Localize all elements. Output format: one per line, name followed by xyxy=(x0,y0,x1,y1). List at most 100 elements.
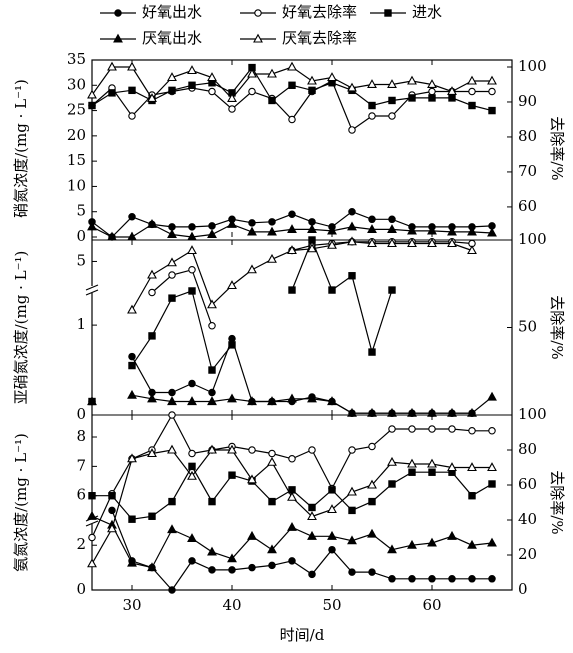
marker xyxy=(327,239,337,249)
data-point xyxy=(367,238,377,248)
data-point xyxy=(188,379,196,388)
data-point xyxy=(327,225,337,235)
data-point xyxy=(208,87,216,96)
marker xyxy=(287,245,297,255)
data-point xyxy=(247,474,257,484)
data-point xyxy=(388,96,396,105)
data-point xyxy=(468,492,476,500)
y-tick-label: 15 xyxy=(67,151,86,169)
data-point xyxy=(367,479,377,489)
y-tick-label: 20 xyxy=(67,126,86,144)
marker xyxy=(187,65,197,75)
y-tick-label: 35 xyxy=(67,50,86,68)
data-point xyxy=(408,575,416,583)
data-point xyxy=(108,492,116,500)
data-point xyxy=(368,112,376,120)
data-point xyxy=(288,286,296,294)
data-point xyxy=(127,453,137,463)
data-point xyxy=(408,468,416,476)
legend-marker xyxy=(254,9,262,17)
data-point xyxy=(108,506,116,515)
marker xyxy=(107,523,117,533)
data-point xyxy=(388,480,396,488)
marker xyxy=(488,106,496,115)
marker xyxy=(468,101,476,110)
marker xyxy=(348,126,356,134)
data-point xyxy=(467,75,477,85)
data-point xyxy=(468,87,476,96)
marker xyxy=(207,444,217,454)
legend-label: 厌氧出水 xyxy=(142,29,202,47)
y-tick-label: 0 xyxy=(76,405,86,423)
marker xyxy=(487,391,497,401)
data-point xyxy=(388,215,396,224)
data-point xyxy=(168,271,176,279)
data-point xyxy=(348,568,356,576)
data-point xyxy=(287,224,297,233)
marker xyxy=(387,407,397,417)
marker xyxy=(288,454,296,463)
data-point xyxy=(307,243,317,253)
data-point xyxy=(328,486,336,494)
data-point xyxy=(428,425,436,433)
y2-axis-label: 去除率/% xyxy=(548,116,566,180)
marker xyxy=(308,236,316,244)
data-point xyxy=(368,348,376,356)
data-point xyxy=(208,388,216,397)
marker xyxy=(113,33,123,43)
y2-tick-label: 90 xyxy=(518,92,537,110)
data-point xyxy=(147,562,157,572)
data-point xyxy=(448,575,456,583)
marker xyxy=(268,497,276,506)
data-point xyxy=(268,561,276,570)
marker xyxy=(228,105,236,113)
data-point xyxy=(147,93,157,103)
marker xyxy=(467,539,477,549)
marker xyxy=(168,86,176,95)
marker xyxy=(188,462,196,471)
data-point xyxy=(128,86,136,95)
marker xyxy=(308,446,316,454)
marker xyxy=(288,81,296,89)
data-point xyxy=(287,61,297,71)
data-point xyxy=(488,480,496,488)
y2-tick-label: 100 xyxy=(518,405,547,423)
marker xyxy=(447,86,457,96)
marker xyxy=(147,393,157,403)
data-point xyxy=(407,458,417,468)
data-point xyxy=(447,238,457,248)
marker xyxy=(468,87,476,96)
marker xyxy=(288,557,296,565)
marker xyxy=(407,407,417,417)
marker xyxy=(427,79,437,89)
marker xyxy=(468,575,476,583)
marker xyxy=(467,407,477,417)
marker xyxy=(287,521,297,531)
data-point xyxy=(327,239,337,249)
marker xyxy=(87,510,97,520)
marker xyxy=(227,393,237,403)
data-point xyxy=(348,446,356,454)
marker xyxy=(268,561,276,570)
y-axis-label: 氨氮浓度/(mg · L⁻¹) xyxy=(12,433,30,572)
data-point xyxy=(248,219,256,227)
data-point xyxy=(448,425,456,433)
data-point xyxy=(87,89,97,99)
marker xyxy=(208,222,216,230)
marker xyxy=(187,470,197,480)
data-point xyxy=(267,68,277,78)
data-point xyxy=(268,497,276,506)
data-point xyxy=(207,546,217,556)
marker xyxy=(128,361,136,370)
legend-label: 厌氧去除率 xyxy=(282,29,357,47)
data-point xyxy=(188,557,196,565)
y2-tick-label: 80 xyxy=(518,440,537,458)
marker xyxy=(167,229,177,239)
marker xyxy=(407,75,417,85)
marker xyxy=(248,219,256,227)
data-point xyxy=(347,221,357,231)
data-point xyxy=(248,87,256,96)
y2-tick-label: 20 xyxy=(518,545,537,563)
data-point xyxy=(227,219,237,228)
data-point xyxy=(168,86,176,95)
